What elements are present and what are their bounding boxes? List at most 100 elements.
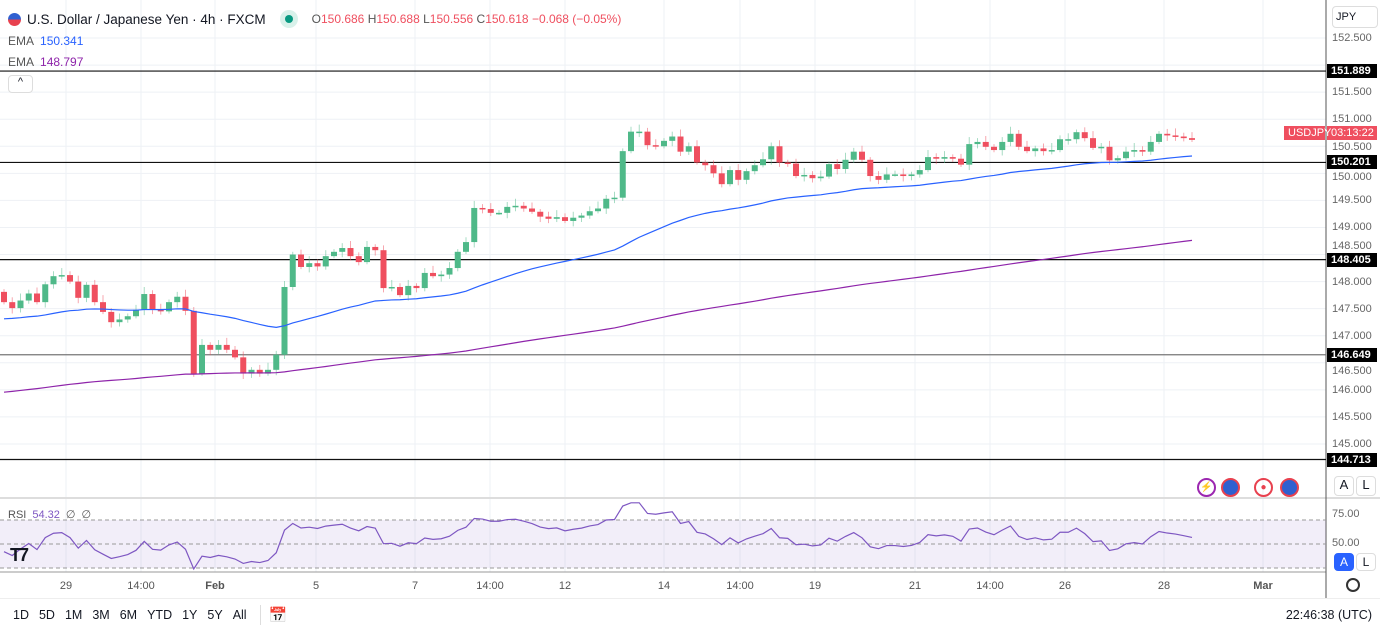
bearish-candle: [314, 263, 321, 267]
range-button-6m[interactable]: 6M: [119, 607, 138, 622]
bullish-candle: [1032, 148, 1039, 152]
bearish-candle: [520, 205, 527, 209]
bullish-candle: [1156, 133, 1162, 142]
red-dot-event-icon[interactable]: ●: [1254, 478, 1273, 497]
range-button-all[interactable]: All: [232, 607, 247, 622]
price-chart[interactable]: [0, 0, 1380, 598]
bearish-candle: [108, 311, 115, 323]
bullish-candle: [421, 272, 428, 289]
time-axis-label: 12: [558, 580, 572, 592]
time-axis-label: 19: [808, 580, 822, 592]
bullish-candle: [174, 296, 181, 303]
bullish-candle: [504, 206, 511, 213]
range-button-1y[interactable]: 1Y: [182, 607, 198, 622]
bearish-candle: [1189, 138, 1195, 140]
close-value: 150.618: [485, 12, 529, 26]
bullish-candle: [471, 207, 478, 243]
range-button-5d[interactable]: 5D: [38, 607, 55, 622]
price-axis-label: 145.000: [1332, 437, 1372, 450]
log-scale-button[interactable]: L: [1356, 476, 1376, 496]
bullish-candle: [438, 274, 445, 277]
bullish-candle: [306, 263, 313, 267]
bearish-candle: [694, 146, 700, 163]
bearish-candle: [529, 208, 535, 212]
bearish-candle: [735, 170, 742, 180]
bearish-candle: [1, 291, 7, 303]
calendar-goto-icon[interactable]: 📅: [268, 606, 288, 624]
bearish-candle: [859, 151, 865, 160]
rsi-level-label: 75.00: [1332, 508, 1360, 520]
bearish-candle: [347, 248, 354, 257]
bullish-candle: [661, 140, 667, 147]
bullish-candle: [603, 198, 610, 209]
time-axis-label: 26: [1058, 580, 1072, 592]
bullish-candle: [1098, 146, 1105, 149]
bullish-candle: [215, 344, 222, 350]
price-scale[interactable]: JPY 152.500 151.500 151.000 150.500 150.000 1…: [1326, 0, 1380, 598]
ema-fast-legend[interactable]: EMA 150.341: [8, 34, 83, 48]
bullish-candle: [454, 251, 461, 269]
symbol-title[interactable]: U.S. Dollar / Japanese Yen · 4h · FXCM: [27, 11, 266, 27]
bullish-candle: [83, 284, 90, 298]
settings-gear-icon[interactable]: [1346, 578, 1360, 592]
range-button-1m[interactable]: 1M: [64, 607, 83, 622]
level-price-label: 148.405: [1327, 252, 1377, 267]
ema-label: EMA: [8, 55, 35, 69]
bullish-candle: [388, 286, 395, 289]
bullish-candle: [685, 146, 692, 152]
range-button-ytd[interactable]: YTD: [147, 607, 173, 622]
bottom-toolbar: 1D 5D 1M 3M 6M YTD 1Y 5Y All 📅 22:46:38 (UTC): [0, 598, 1380, 630]
range-button-3m[interactable]: 3M: [92, 607, 110, 622]
bearish-candle: [834, 164, 841, 169]
bullish-candle: [801, 174, 808, 177]
clock[interactable]: 22:46:38 (UTC): [1285, 607, 1372, 622]
bearish-candle: [867, 159, 874, 177]
us-flag-event-icon[interactable]: [1221, 478, 1240, 497]
lightning-event-icon[interactable]: ⚡: [1197, 478, 1216, 497]
rsi-level-label: 50.00: [1332, 537, 1360, 549]
usd-jpy-flag-icon: [8, 12, 21, 26]
rsi-auto-scale-button[interactable]: A: [1334, 553, 1354, 571]
range-button-1d[interactable]: 1D: [13, 607, 29, 622]
open-value: 150.686: [320, 12, 365, 26]
us-flag-event-icon[interactable]: [1280, 478, 1299, 497]
collapse-legend-button[interactable]: ^: [8, 75, 33, 93]
bullish-candle: [1007, 133, 1014, 142]
price-axis-label: 147.000: [1332, 329, 1372, 342]
time-axis-label: 7: [411, 580, 419, 592]
bearish-candle: [710, 165, 717, 174]
price-axis-label: 152.500: [1332, 32, 1372, 44]
bullish-candle: [1073, 132, 1080, 140]
price-axis-label: 147.500: [1332, 302, 1372, 315]
bearish-candle: [75, 281, 82, 298]
price-axis-label: 149.500: [1332, 194, 1372, 207]
rsi-log-scale-button[interactable]: L: [1356, 553, 1376, 571]
bearish-candle: [1040, 148, 1047, 152]
bullish-candle: [1123, 151, 1129, 159]
bullish-candle: [743, 171, 750, 180]
time-axis-label: 14: [657, 580, 671, 592]
auto-scale-button[interactable]: A: [1334, 476, 1354, 496]
bearish-candle: [67, 275, 73, 282]
ema-label: EMA: [8, 34, 35, 48]
price-axis-label: 151.500: [1332, 86, 1372, 99]
bullish-candle: [974, 141, 981, 145]
bearish-candle: [397, 286, 403, 296]
bullish-candle: [570, 217, 577, 221]
bearish-candle: [900, 174, 907, 177]
ema-slow-legend[interactable]: EMA 148.797: [8, 55, 83, 69]
bearish-candle: [1139, 150, 1146, 152]
rsi-legend[interactable]: RSI 54.32 ∅ ∅: [8, 508, 91, 522]
high-value: 150.688: [376, 12, 420, 26]
currency-select[interactable]: JPY: [1332, 6, 1378, 28]
range-button-5y[interactable]: 5Y: [207, 607, 223, 622]
bullish-candle: [496, 212, 502, 215]
bearish-candle: [149, 294, 156, 310]
price-axis-label: 148.500: [1332, 239, 1372, 252]
bullish-candle: [669, 136, 676, 141]
bearish-candle: [958, 158, 964, 165]
time-axis-label: 5: [312, 580, 320, 592]
bullish-candle: [999, 141, 1006, 151]
bullish-candle: [58, 275, 65, 277]
bearish-candle: [487, 209, 494, 213]
